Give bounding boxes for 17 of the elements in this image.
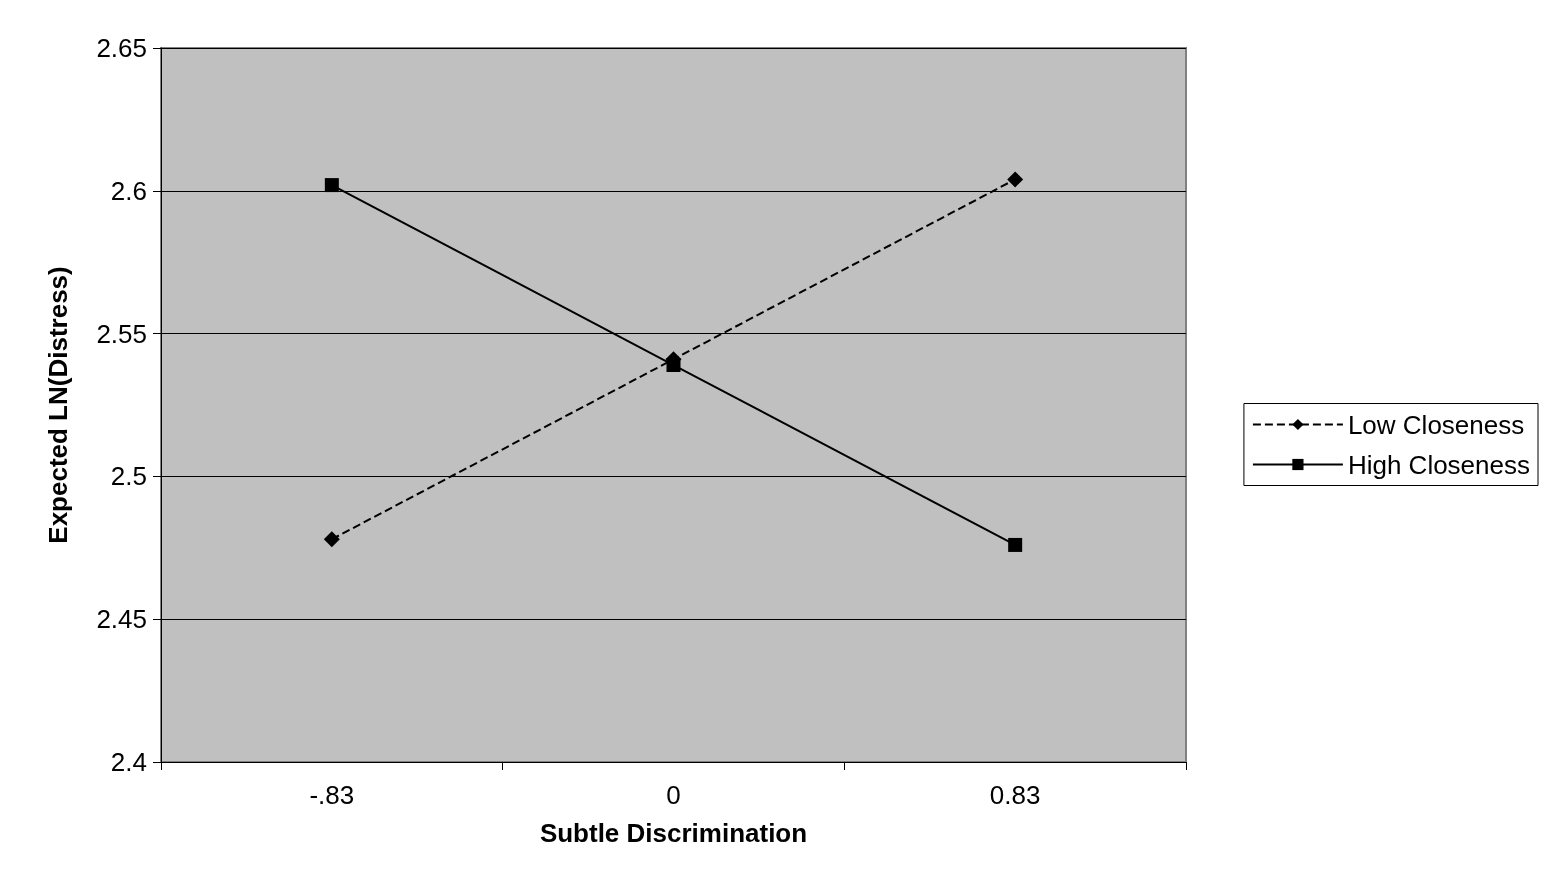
x-tick-label: 0 bbox=[666, 780, 681, 810]
y-tick-label: 2.45 bbox=[96, 604, 147, 635]
point bbox=[1007, 171, 1024, 188]
x-tick-label: 0.83 bbox=[989, 780, 1041, 810]
x-axis-title: Subtle Discrimination bbox=[539, 818, 808, 848]
y-tick-label: 2.6 bbox=[110, 175, 147, 206]
legend-label: Low Closeness bbox=[1347, 409, 1525, 440]
x-tick-label: -.83 bbox=[309, 780, 355, 810]
y-axis-title: Expected LN(Distress) bbox=[43, 266, 73, 544]
y-tick-label: 2.4 bbox=[110, 747, 147, 777]
y-tick-label: 2.65 bbox=[96, 33, 147, 63]
point bbox=[323, 531, 340, 548]
point bbox=[1008, 537, 1023, 552]
y-tick-label: 2.55 bbox=[96, 318, 147, 349]
point bbox=[324, 178, 339, 193]
y-tick-label: 2.5 bbox=[110, 461, 147, 492]
legend-label: High Closeness bbox=[1347, 449, 1530, 480]
